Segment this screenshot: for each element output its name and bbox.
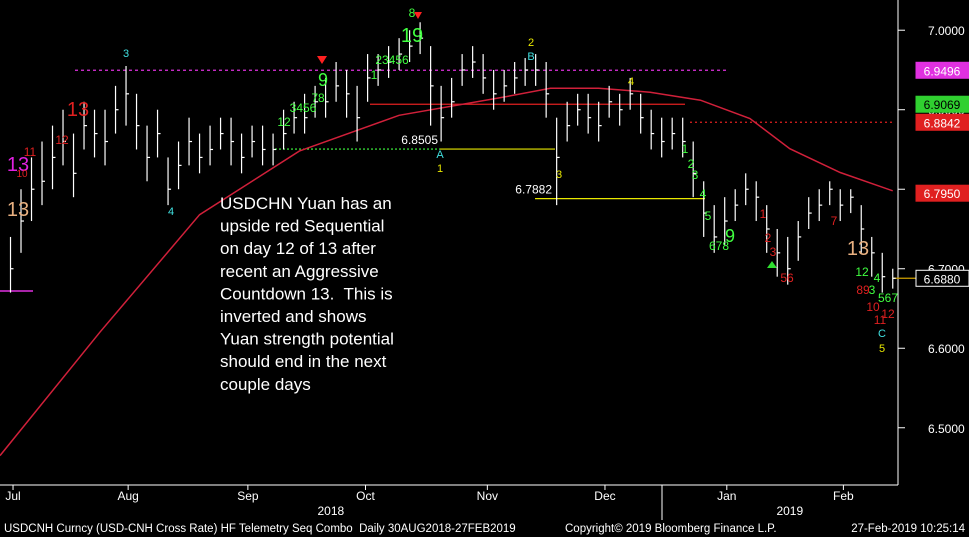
sequential-count: 11 [874, 313, 887, 327]
year-label: 2018 [317, 504, 344, 518]
level-label: 6.8505 [401, 133, 438, 147]
sequential-count: 5 [879, 343, 885, 355]
sequential-count: 1 [682, 142, 689, 156]
arrow-down [414, 12, 422, 19]
sequential-count: 89 [856, 283, 870, 297]
commentary-line: Yuan strength potential [220, 330, 394, 349]
sequential-count: C [878, 328, 886, 340]
sequential-count: 13 [7, 199, 29, 221]
sequential-count: 12 [881, 307, 895, 321]
commentary-line: USDCHN Yuan has an [220, 194, 392, 213]
x-tick-label: Jan [717, 489, 736, 503]
footer-left: USDCNH Curncy (USD-CNH Cross Rate) HF Te… [4, 523, 516, 535]
sequential-count: 7 [831, 214, 838, 228]
y-tick-label: 6.5000 [928, 422, 965, 436]
commentary-line: should end in the next [220, 352, 387, 371]
sequential-count: 2 [528, 37, 534, 49]
sequential-count: 4 [168, 206, 174, 218]
sequential-count: 13 [7, 154, 29, 176]
sequential-count: 9 [725, 226, 735, 246]
sequential-count: B [527, 51, 534, 63]
sequential-count: 78 [311, 91, 325, 105]
sequential-count: 678 [709, 239, 729, 253]
sequential-count: 1 [437, 163, 443, 175]
sequential-count: A [436, 149, 444, 161]
price-label: 6.6880 [924, 272, 961, 286]
sequential-count: 3 [770, 245, 777, 259]
x-tick-label: Jul [5, 489, 20, 503]
price-label-box [915, 269, 969, 287]
arrow-down [317, 56, 327, 64]
y-tick-label: 7.0000 [928, 24, 965, 38]
sequential-count: 10 [16, 169, 28, 180]
sequential-count: 4 [700, 187, 707, 201]
sequential-count: 10 [866, 300, 880, 314]
price-label: 6.8842 [924, 116, 961, 130]
sequential-count: 3 [692, 168, 699, 182]
price-label-box [915, 113, 969, 131]
sequential-count: 12 [855, 265, 869, 279]
sequential-count: 12 [277, 115, 291, 129]
commentary-line: inverted and shows [220, 307, 366, 326]
price-label: 6.7950 [924, 187, 961, 201]
sequential-count: 8 [409, 6, 416, 20]
footer-timestamp: 27-Feb-2019 10:25:14 [851, 523, 965, 535]
commentary-line: Countdown 13. This is [220, 284, 393, 303]
sequential-count: 5 [705, 209, 712, 223]
sequential-count: 3 [869, 283, 876, 297]
commentary-line: on day 12 of 13 after [220, 239, 376, 258]
sequential-count: 2 [688, 157, 695, 171]
sequential-count: 11 [24, 145, 37, 159]
sequential-count: 3 [556, 169, 562, 181]
sequential-count: 23456 [375, 53, 409, 67]
price-label: 6.9069 [924, 98, 961, 112]
sequential-count: 9 [318, 70, 328, 90]
year-label: 2019 [776, 504, 803, 518]
sequential-count: 19 [401, 25, 423, 47]
x-tick-label: Oct [356, 489, 375, 503]
sequential-count: 13 [847, 238, 869, 260]
commentary-line: upside red Sequential [220, 217, 384, 236]
sequential-count: 3 [123, 48, 129, 60]
x-tick-label: Sep [237, 489, 259, 503]
x-tick-label: Nov [477, 489, 498, 503]
sequential-count: 4 [628, 76, 634, 88]
sequential-count: 3456 [290, 101, 317, 115]
sequential-count: 4 [874, 271, 881, 285]
sequential-count: 1 [371, 68, 378, 82]
commentary-line: recent an Aggressive [220, 262, 379, 281]
moving-average [0, 87, 893, 457]
arrow-up [767, 261, 777, 268]
level-label: 6.7882 [515, 183, 552, 197]
sequential-count: 56 [780, 271, 794, 285]
x-tick-label: Aug [117, 489, 138, 503]
price-label: 6.9496 [924, 64, 961, 78]
y-tick-label: 6.6000 [928, 342, 965, 356]
x-tick-label: Feb [833, 489, 854, 503]
price-label-box [915, 61, 969, 79]
sequential-count: 12 [55, 133, 69, 147]
commentary-line: couple days [220, 375, 311, 394]
sequential-count: 13 [67, 99, 89, 121]
price-label-box [915, 184, 969, 202]
sequential-count: 567 [878, 291, 898, 305]
price-label-box [915, 95, 969, 113]
sequential-count: 2 [765, 231, 772, 245]
sequential-count: 1 [760, 207, 767, 221]
footer-copyright: Copyright© 2019 Bloomberg Finance L.P. [565, 523, 777, 535]
x-tick-label: Dec [594, 489, 615, 503]
